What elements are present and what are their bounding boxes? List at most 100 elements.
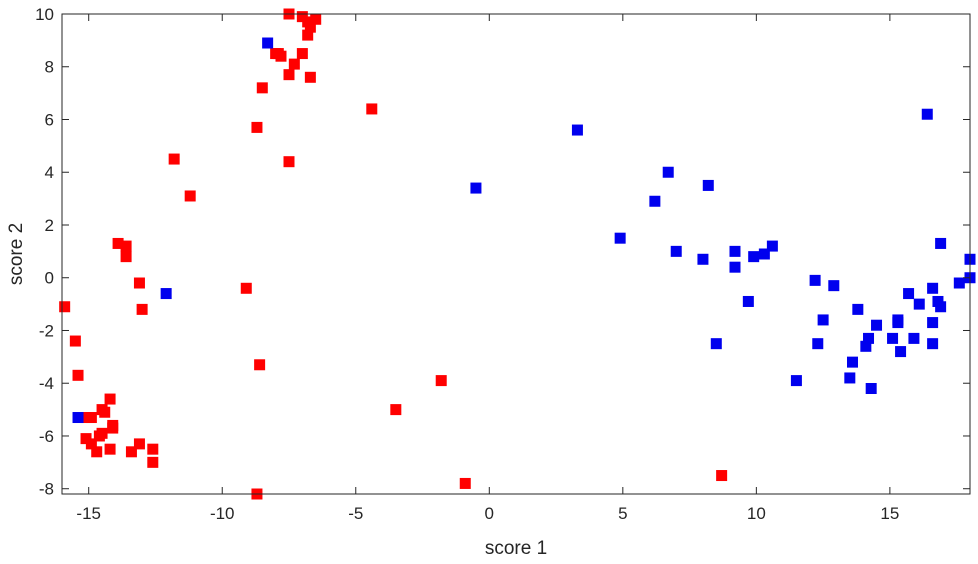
data-point [283, 156, 295, 168]
data-point [812, 338, 824, 350]
data-point [871, 319, 883, 331]
data-point [702, 179, 714, 191]
data-point [935, 301, 947, 313]
plot-area-frame [61, 13, 971, 495]
data-point [107, 422, 119, 434]
data-point [85, 412, 97, 424]
data-point [908, 332, 920, 344]
data-point [865, 383, 877, 395]
data-point [927, 317, 939, 329]
data-point [125, 446, 137, 458]
data-point [953, 277, 965, 289]
data-point [251, 121, 263, 133]
data-point [96, 427, 108, 439]
data-point [104, 443, 116, 455]
x-tick-label: -5 [348, 504, 363, 523]
data-point [85, 438, 97, 450]
data-point [59, 301, 71, 313]
data-point [256, 82, 268, 94]
data-point [435, 375, 447, 387]
data-point [470, 182, 482, 194]
data-point [69, 335, 81, 347]
data-point [697, 253, 709, 265]
data-point [366, 103, 378, 115]
data-point [99, 406, 111, 418]
data-point [790, 375, 802, 387]
y-tick-label: -2 [39, 321, 54, 340]
data-point [716, 470, 728, 482]
x-tick-label: -10 [210, 504, 235, 523]
data-point [935, 237, 947, 249]
axis-ticks: -15 -10 -5 0 5 10 15 -8 -6 -4 -2 0 2 4 6 8 10 [35, 5, 970, 523]
data-point [112, 237, 124, 249]
data-point [288, 58, 300, 70]
data-point [927, 338, 939, 350]
data-point [262, 37, 274, 49]
data-point [160, 288, 172, 300]
y-tick-label: -6 [39, 427, 54, 446]
data-point [240, 282, 252, 294]
data-point [828, 280, 840, 292]
data-point [748, 251, 760, 263]
x-tick-label: 10 [747, 504, 766, 523]
data-point [758, 248, 770, 260]
data-point [921, 108, 933, 120]
data-point [863, 332, 875, 344]
data-point [670, 245, 682, 257]
y-tick-label: -8 [39, 480, 54, 499]
data-point [254, 359, 266, 371]
data-point [120, 240, 132, 252]
y-axis-label: score 2 [6, 223, 27, 285]
data-point [662, 166, 674, 178]
data-point [846, 356, 858, 368]
data-point [184, 190, 196, 202]
data-point [817, 314, 829, 326]
data-point [860, 340, 872, 352]
data-point [147, 456, 159, 468]
data-point [892, 314, 904, 326]
data-point [571, 124, 583, 136]
data-point [120, 251, 132, 263]
x-tick-label: 0 [485, 504, 494, 523]
x-tick-label: 5 [618, 504, 627, 523]
y-tick-label: 2 [45, 216, 54, 235]
y-tick-label: 8 [45, 58, 54, 77]
data-point [809, 274, 821, 286]
x-tick-label: 15 [880, 504, 899, 523]
data-point [649, 195, 661, 207]
y-tick-label: -4 [39, 374, 54, 393]
data-point [844, 372, 856, 384]
data-point [168, 153, 180, 165]
data-point [729, 245, 741, 257]
data-point [147, 443, 159, 455]
data-point [927, 282, 939, 294]
data-point [302, 29, 314, 41]
data-point [304, 21, 316, 33]
y-tick-label: 10 [35, 5, 54, 24]
data-point [852, 303, 864, 315]
data-point [72, 369, 84, 381]
data-point [895, 346, 907, 358]
data-point [742, 295, 754, 307]
data-point [304, 71, 316, 83]
data-point [136, 303, 148, 315]
data-point [614, 232, 626, 244]
data-point [887, 332, 899, 344]
data-point [310, 13, 322, 25]
y-tick-label: 0 [45, 269, 54, 288]
data-points [59, 8, 976, 500]
data-point [272, 48, 284, 60]
data-point [903, 288, 915, 300]
data-point [296, 48, 308, 60]
data-point [72, 412, 84, 424]
x-axis-label: score 1 [485, 538, 547, 559]
data-point [710, 338, 722, 350]
data-point [729, 261, 741, 273]
data-point [104, 393, 116, 405]
x-tick-label: -15 [76, 504, 101, 523]
data-point [459, 477, 471, 489]
y-tick-label: 4 [45, 163, 54, 182]
data-point [390, 404, 402, 416]
data-point [766, 240, 778, 252]
